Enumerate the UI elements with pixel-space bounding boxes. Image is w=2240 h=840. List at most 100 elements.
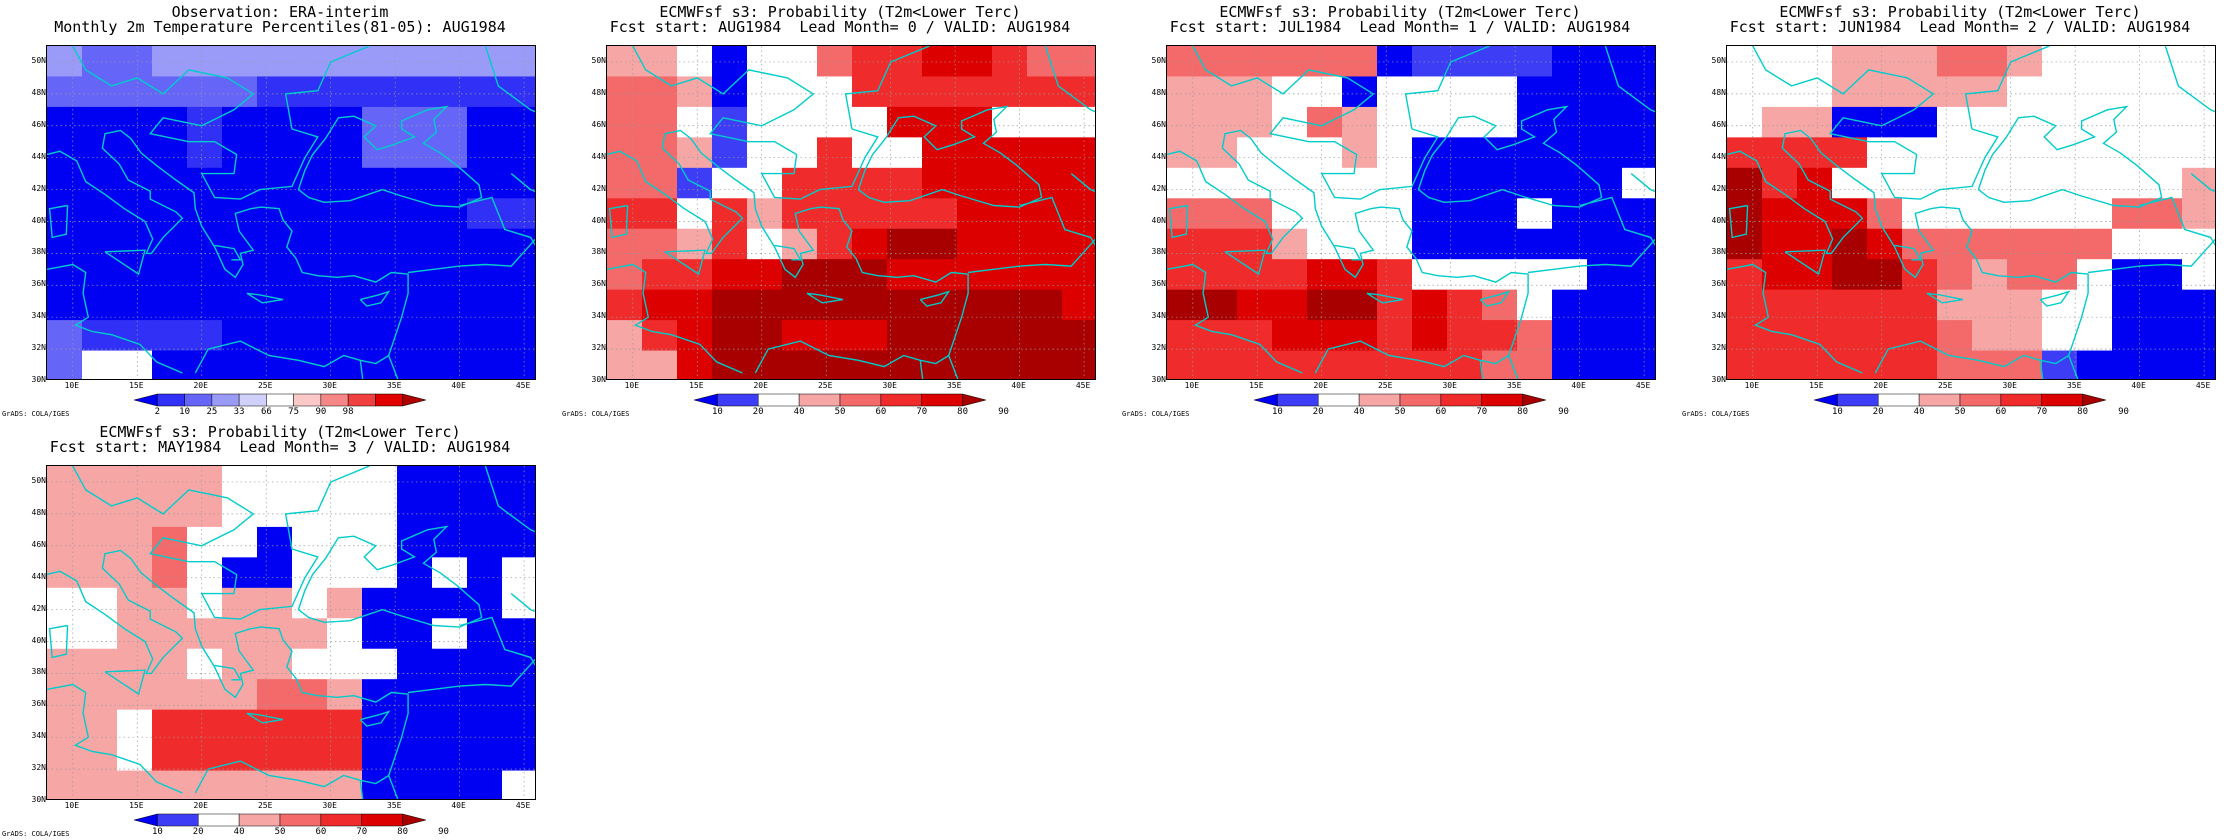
colorbar-swatch bbox=[1317, 393, 1360, 407]
grid-cell bbox=[1377, 228, 1413, 260]
grid-cell bbox=[397, 466, 433, 498]
panel-title: ECMWFsf s3: Probability (T2m<Lower Terc) bbox=[1779, 3, 2141, 21]
grid-cell bbox=[2147, 137, 2183, 169]
grid-cell bbox=[1727, 106, 1763, 138]
grid-cell bbox=[1832, 289, 1868, 321]
grid-cell bbox=[2147, 46, 2183, 78]
grid-cell bbox=[1902, 76, 1938, 108]
grid-cell bbox=[187, 496, 223, 528]
coastline bbox=[806, 292, 844, 304]
longitude-tick-label: 30E bbox=[882, 381, 897, 390]
grid-cell bbox=[1622, 350, 1655, 379]
colorbar-tick-label: 60 bbox=[1995, 407, 2007, 417]
longitude-tick-label: 35E bbox=[946, 381, 962, 390]
grid-cell bbox=[467, 526, 503, 558]
grid-cell bbox=[362, 198, 398, 230]
grid-cell bbox=[992, 289, 1028, 321]
grid-cell bbox=[1762, 137, 1798, 169]
grid-cell bbox=[957, 76, 993, 108]
grid-cell bbox=[1587, 46, 1623, 78]
grid-cell bbox=[2182, 167, 2215, 199]
grid-cell bbox=[1062, 320, 1095, 352]
colorbar-swatch bbox=[1813, 393, 1838, 407]
colorbar-tick-label: 70 bbox=[356, 827, 368, 837]
grid-cell bbox=[817, 46, 853, 78]
grid-cell bbox=[1342, 137, 1378, 169]
colorbar bbox=[133, 393, 427, 407]
grid-cell bbox=[1167, 76, 1203, 108]
grid-cell bbox=[1237, 46, 1273, 78]
grid-cell bbox=[1377, 320, 1413, 352]
grid-cell bbox=[187, 320, 223, 352]
grid-cell bbox=[502, 557, 535, 589]
grid-cell bbox=[1622, 46, 1655, 78]
latitude-tick-label: 46N bbox=[31, 119, 46, 129]
coastline bbox=[1417, 105, 1603, 208]
grid-cell bbox=[1272, 350, 1308, 379]
grid-cell bbox=[1027, 228, 1063, 260]
grid-cell bbox=[187, 289, 223, 321]
grid-cell bbox=[257, 466, 293, 498]
coastline bbox=[1192, 46, 1490, 200]
longitude-tick-label: 15E bbox=[1809, 381, 1824, 390]
grid-cell bbox=[117, 466, 153, 498]
map-plot-area bbox=[606, 45, 1096, 380]
grid-cell bbox=[817, 106, 853, 138]
map-plot-area bbox=[1166, 45, 1656, 380]
grid-cell bbox=[607, 198, 643, 230]
grid-cell bbox=[327, 557, 363, 589]
grid-cell bbox=[292, 46, 328, 78]
grid-cell bbox=[397, 526, 433, 558]
colorbar-tick-label: 40 bbox=[1353, 407, 1365, 417]
latitude-tick-label: 32N bbox=[1711, 343, 1726, 353]
grid-cell bbox=[1727, 289, 1763, 321]
coastline bbox=[104, 669, 146, 696]
grid-cell bbox=[1902, 320, 1938, 352]
colorbar-swatch bbox=[1277, 393, 1319, 407]
grid-cell bbox=[747, 76, 783, 108]
grid-cell bbox=[467, 587, 503, 619]
grid-cell bbox=[47, 496, 83, 528]
grid-cell bbox=[397, 587, 433, 619]
longitude-tick-label: 30E bbox=[322, 801, 337, 810]
grid-cell bbox=[327, 198, 363, 230]
grid-cell bbox=[467, 289, 503, 321]
grid-cell bbox=[187, 526, 223, 558]
grid-cell bbox=[747, 289, 783, 321]
grid-cell bbox=[607, 76, 643, 108]
panel-subtitle: Fcst start: JUL1984 Lead Month= 1 / VALI… bbox=[1169, 18, 1631, 36]
grid-cell bbox=[327, 137, 363, 169]
grid-cell bbox=[887, 320, 923, 352]
colorbar-swatch bbox=[798, 393, 841, 407]
grid-cell bbox=[432, 648, 468, 680]
longitude-tick-label: 10E bbox=[624, 381, 640, 390]
latitude-tick-label: 44N bbox=[591, 151, 606, 161]
grid-cell bbox=[47, 350, 83, 379]
colorbar-tick-label: 75 bbox=[288, 407, 300, 417]
grid-cell bbox=[432, 46, 468, 78]
grid-cell bbox=[1622, 320, 1655, 352]
latitude-tick-label: 48N bbox=[31, 507, 46, 517]
grid-cell bbox=[257, 526, 293, 558]
longitude-tick-label: 15E bbox=[689, 381, 704, 390]
grid-cell bbox=[1447, 137, 1483, 169]
grid-cell bbox=[1202, 320, 1238, 352]
grid-cell bbox=[1482, 46, 1518, 78]
grid-cell bbox=[1902, 350, 1938, 379]
colorbar-tick-label: 10 bbox=[179, 407, 191, 417]
grid-cell bbox=[432, 106, 468, 138]
colorbar-tick-label: 70 bbox=[916, 407, 928, 417]
grid-cell bbox=[432, 740, 468, 772]
grid-cell bbox=[2147, 228, 2183, 260]
grid-cell bbox=[2042, 167, 2078, 199]
grid-cell bbox=[1727, 198, 1763, 230]
coastline bbox=[1752, 46, 2050, 200]
grid-cell bbox=[887, 198, 923, 230]
colorbar-tick-label: 20 bbox=[1312, 407, 1324, 417]
grid-cell bbox=[292, 320, 328, 352]
grid-cell bbox=[992, 46, 1028, 78]
grid-cell bbox=[1797, 289, 1833, 321]
grid-cell bbox=[1622, 198, 1655, 230]
panel-title: ECMWFsf s3: Probability (T2m<Lower Terc) bbox=[659, 3, 1021, 21]
colorbar-swatch bbox=[2000, 393, 2043, 407]
